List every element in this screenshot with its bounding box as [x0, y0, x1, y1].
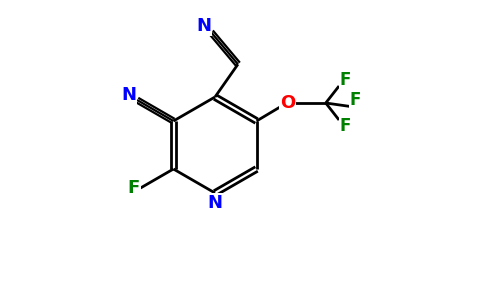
- Text: F: F: [127, 179, 140, 197]
- Text: N: N: [121, 86, 136, 104]
- Text: F: F: [339, 71, 351, 89]
- Text: F: F: [350, 92, 362, 110]
- Text: O: O: [280, 94, 295, 112]
- Text: N: N: [208, 194, 223, 212]
- Text: F: F: [339, 117, 351, 135]
- Text: N: N: [197, 17, 212, 35]
